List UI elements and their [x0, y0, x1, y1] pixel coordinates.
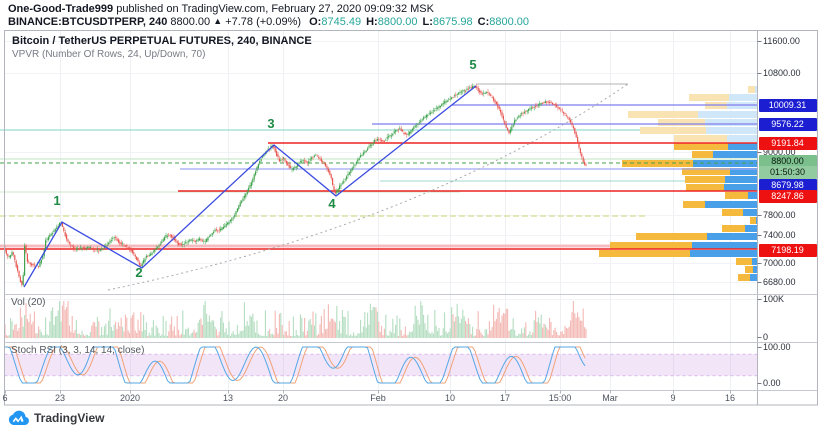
volume-bars-layer [4, 301, 587, 338]
ohlc-label: O: [309, 16, 322, 28]
wave-label-2: 2 [135, 265, 142, 280]
time-tick-label: Feb [370, 393, 386, 403]
price-tick-label: 9000.00 [763, 147, 796, 157]
time-tick-label: 16 [724, 393, 735, 403]
last-price: 8800.00 [170, 16, 211, 28]
time-tick-label: 17 [499, 393, 510, 403]
price-tick-label: 100K [763, 294, 785, 304]
published-info: published on TradingView.com, February 2… [113, 3, 434, 15]
price-tick-label: 0 [763, 332, 769, 342]
candles-layer [4, 83, 587, 287]
author-name[interactable]: One-Good-Trade999 [8, 3, 114, 15]
snapshot-byline: One-Good-Trade999 published on TradingVi… [8, 3, 434, 15]
time-tick-label: 23 [54, 393, 65, 403]
ohlc-value: 8800.00 [377, 16, 418, 28]
price-badge[interactable]: 9576.22 [758, 117, 817, 131]
time-tick-label: 6 [2, 393, 8, 403]
ohlc-values: O:8745.49 H:8800.00 L:8675.98 C:8800.00 [304, 16, 529, 28]
indicator-legend-vpvr[interactable]: VPVR (Number Of Rows, 24, Up/Down, 70) [12, 49, 206, 60]
price-badge[interactable]: 8679.98 [758, 178, 817, 192]
price-tick-label: 10800.00 [763, 68, 801, 78]
wave-label-5: 5 [469, 57, 476, 72]
time-tick-label: 15:00 [548, 393, 572, 403]
time-tick-label: 10 [444, 393, 455, 403]
ohlc-value: 8745.49 [321, 16, 362, 28]
ohlc-label: L: [422, 16, 433, 28]
tradingview-logo-icon [8, 410, 29, 426]
gridlines-layer [4, 30, 757, 390]
time-tick-label: Mar [602, 393, 618, 403]
price-badge[interactable]: 8800.00 [758, 154, 817, 168]
indicator-legend-volume[interactable]: Vol (20) [11, 297, 46, 308]
price-tick-label: 6680.00 [763, 277, 796, 287]
price-tick-label: 7400.00 [763, 230, 796, 240]
pane-frame-layer [4, 30, 818, 406]
ohlc-label: H: [366, 16, 378, 28]
tradingview-brand-text: TradingView [34, 411, 105, 425]
time-tick-label: 2020 [119, 393, 141, 403]
price-badge[interactable]: 9191.84 [758, 136, 817, 150]
price-tick-label: 0.00 [763, 378, 781, 388]
ohlc-value: 8675.98 [432, 16, 473, 28]
elliott-wave-drawing[interactable]: 1 2 3 4 5 [23, 57, 477, 288]
price-tick-label: 7800.00 [763, 210, 796, 220]
wave-label-3: 3 [267, 116, 274, 131]
stoch-rsi-layer [4, 346, 757, 384]
symbol-title[interactable]: BINANCE:BTCUSDTPERP, 240 [8, 16, 168, 28]
price-badge[interactable]: 10009.31 [758, 98, 817, 112]
price-change: +7.78 (+0.09%) [225, 16, 302, 28]
time-tick-label: 13 [222, 393, 233, 403]
price-badge[interactable]: 8247.86 [758, 189, 817, 203]
trendline-layer [107, 83, 629, 291]
tradingview-footer-link[interactable]: TradingView [7, 410, 104, 426]
indicator-legend-stoch-rsi[interactable]: Stoch RSI (3, 3, 14, 14, close) [11, 345, 145, 356]
price-tick-label: 7000.00 [763, 258, 796, 268]
price-badge[interactable]: 7198.19 [758, 243, 817, 257]
wave-label-1: 1 [53, 193, 60, 208]
time-tick-label: 9 [670, 393, 676, 403]
ohlc-value: 8800.00 [489, 16, 530, 28]
price-tick-label: 11600.00 [763, 36, 800, 46]
wave-label-4: 4 [328, 196, 336, 211]
countdown-badge[interactable]: 01:50:30 [758, 165, 817, 179]
time-tick-label: 20 [277, 393, 288, 403]
price-tick-label: 100.00 [763, 342, 791, 352]
chart-title[interactable]: Bitcoin / TetherUS PERPETUAL FUTURES, 24… [12, 35, 312, 47]
volume-profile-layer [599, 86, 757, 281]
symbol-status-row: BINANCE:BTCUSDTPERP, 240 8800.00 ▲ +7.78… [8, 16, 529, 28]
ohlc-label: C: [477, 16, 490, 28]
up-arrow-icon: ▲ [213, 16, 223, 26]
